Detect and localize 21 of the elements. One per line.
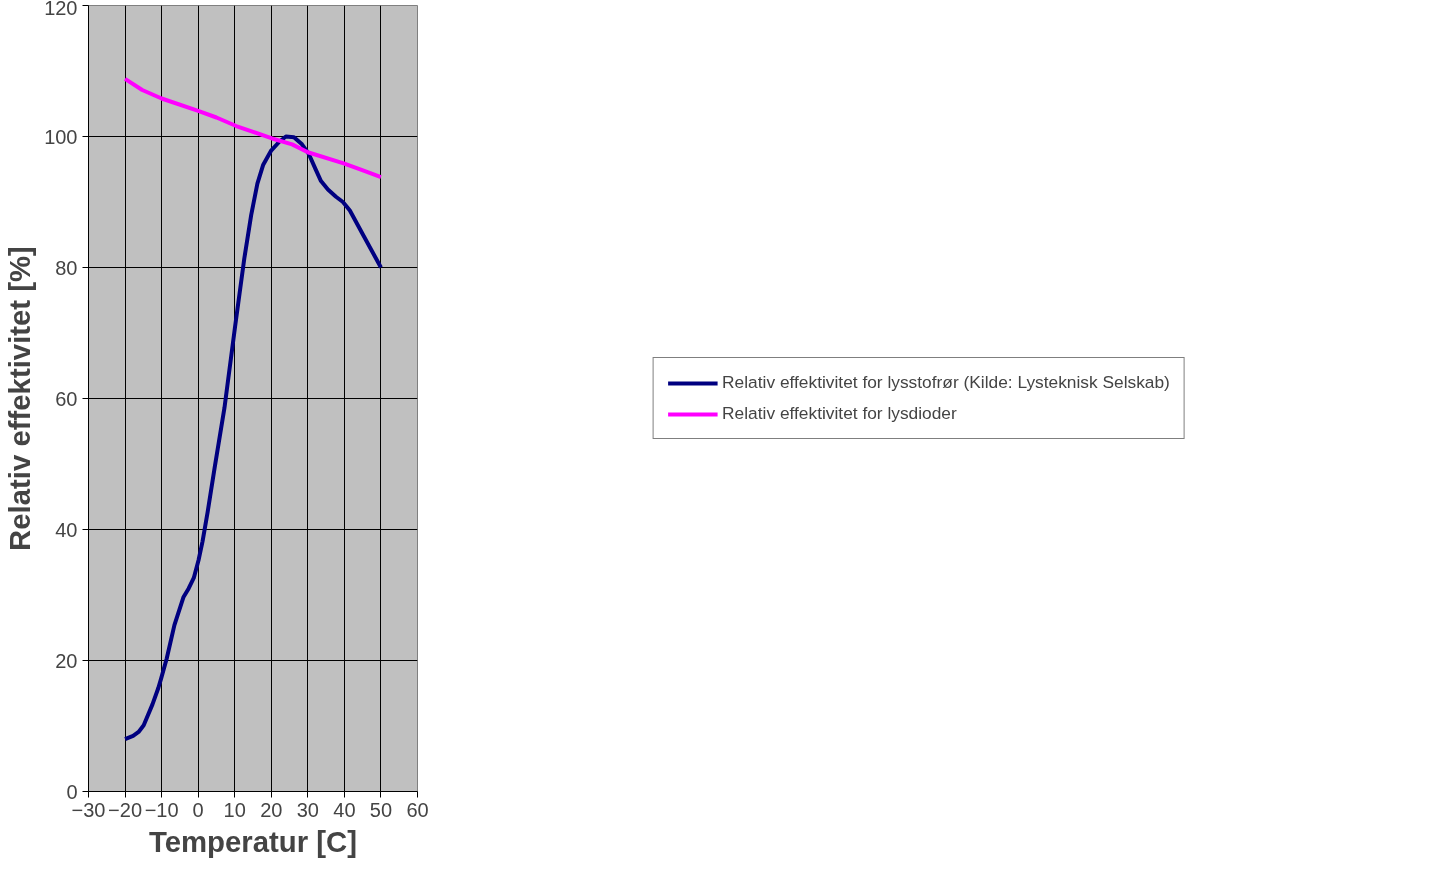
y-tick-label: 20 [55, 649, 78, 672]
line-series [123, 76, 383, 180]
x-tick-label: 0 [192, 798, 204, 821]
line-series [123, 134, 383, 742]
x-tick-label: 50 [369, 798, 393, 821]
x-tick-label: −10 [144, 798, 179, 821]
x-tick-label: 60 [406, 798, 429, 821]
x-tick-label: 30 [296, 798, 319, 821]
x-tick-label: 40 [333, 798, 356, 821]
y-tick-label: 100 [44, 125, 78, 148]
legend-label: Relativ effektivitet for lysstofrør (Kilde: Lysteknisk Selskab) [722, 372, 1170, 393]
legend-label: Relativ effektivitet for lysdioder [722, 403, 957, 424]
x-axis-title: Temperatur [C] [148, 824, 358, 858]
y-tick-label: 80 [55, 256, 78, 279]
y-tick-label: 40 [55, 518, 78, 541]
x-tick-label: 10 [223, 798, 246, 821]
y-tick-label: 60 [55, 387, 78, 410]
y-axis-title: Relativ effektivitet [%] [3, 246, 37, 551]
x-tick-label: 20 [260, 798, 283, 821]
y-tick-label: 120 [44, 0, 78, 19]
x-tick-label: −20 [108, 798, 143, 821]
